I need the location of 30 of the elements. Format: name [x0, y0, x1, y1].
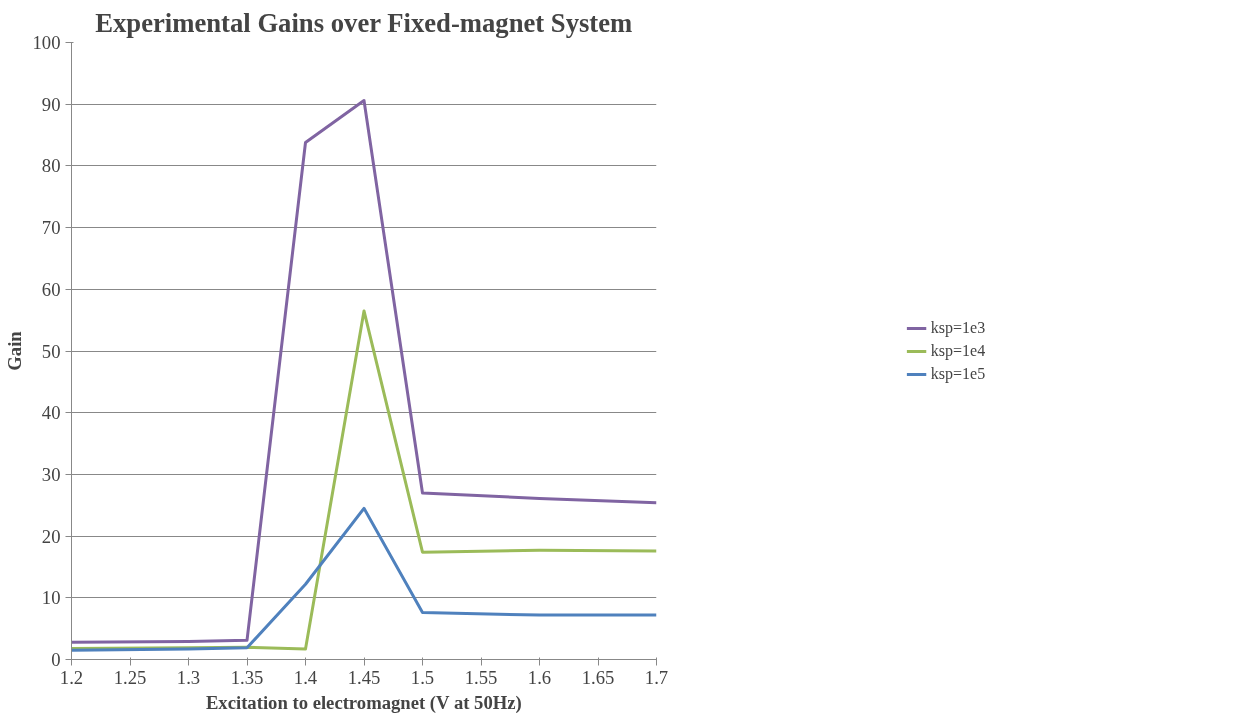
y-tick-label: 30	[41, 463, 61, 485]
legend-label: ksp=1e4	[930, 341, 986, 360]
y-tick-label: 40	[41, 402, 61, 424]
x-tick-label: 1.6	[527, 666, 552, 688]
y-axis-title: Gain	[3, 330, 25, 371]
y-tick-label: 10	[41, 587, 61, 609]
x-tick-label: 1.65	[581, 666, 615, 688]
x-tick-label: 1.4	[293, 666, 318, 688]
legend-label: ksp=1e5	[930, 364, 986, 383]
y-tick-label: 80	[41, 155, 61, 177]
x-tick-label: 1.2	[59, 666, 84, 688]
line-series	[71, 99, 657, 644]
x-tick-label: 1.7	[644, 666, 669, 688]
y-tick-label: 70	[41, 217, 61, 239]
legend-label: ksp=1e3	[930, 318, 986, 337]
x-tick-label: 1.25	[113, 666, 147, 688]
y-tick-label: 60	[41, 278, 61, 300]
y-tick-label: 90	[41, 93, 61, 115]
x-tick-label: 1.45	[347, 666, 381, 688]
x-tick-label: 1.55	[464, 666, 498, 688]
x-tick-label: 1.5	[410, 666, 435, 688]
x-tick-label: 1.35	[230, 666, 264, 688]
y-tick-label: 50	[41, 340, 61, 362]
chart-title: Experimental Gains over Fixed-magnet System	[95, 7, 633, 38]
y-tick-label: 0	[51, 649, 61, 670]
x-axis-title: Excitation to electromagnet (V at 50Hz)	[205, 691, 522, 714]
y-tick-label: 20	[41, 525, 61, 547]
line-series	[71, 506, 657, 652]
y-tick-label: 100	[32, 32, 61, 53]
x-tick-label: 1.3	[176, 666, 201, 688]
